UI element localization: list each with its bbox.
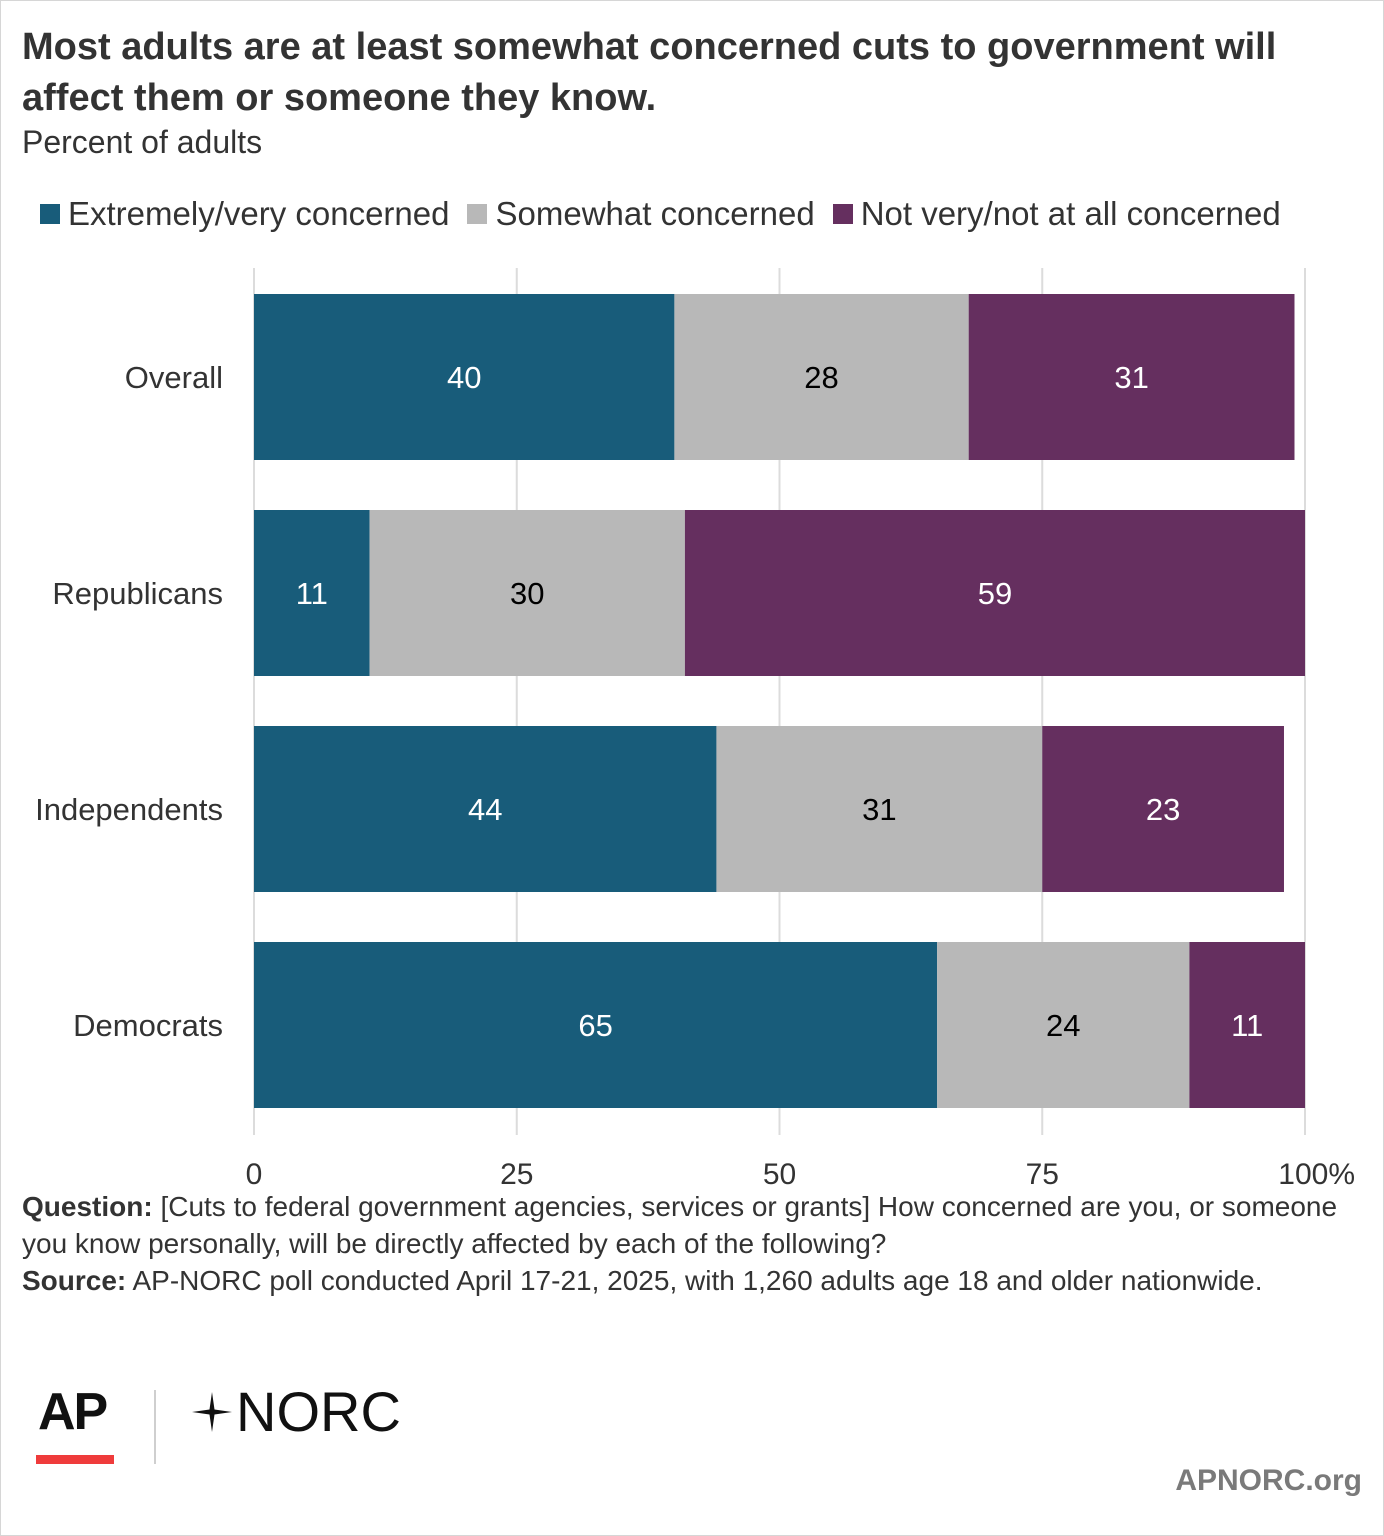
- data-label: 31: [862, 792, 896, 827]
- data-label: 11: [296, 576, 328, 611]
- chart-notes: Question: [Cuts to federal government ag…: [22, 1188, 1352, 1299]
- norc-logo: NORC: [190, 1384, 401, 1440]
- norc-logo-text: NORC: [236, 1380, 401, 1443]
- logo-divider: [154, 1390, 156, 1464]
- legend-label: Extremely/very concerned: [68, 195, 450, 232]
- data-label: 30: [510, 576, 544, 611]
- data-label: 40: [447, 360, 481, 395]
- x-tick-label: 100%: [1278, 1158, 1355, 1191]
- data-label: 23: [1146, 792, 1180, 827]
- ap-logo: AP: [38, 1383, 108, 1441]
- site-url: APNORC.org: [1175, 1464, 1362, 1497]
- x-tick-label: 0: [246, 1158, 263, 1191]
- bar-segment: [254, 726, 717, 892]
- data-label: 59: [978, 576, 1012, 611]
- chart-title: Most adults are at least somewhat concer…: [22, 26, 1277, 119]
- legend-item-somewhat: Somewhat concerned: [467, 195, 815, 233]
- category-label: Overall: [125, 360, 223, 395]
- chart-legend: Extremely/very concerned Somewhat concer…: [40, 195, 1281, 233]
- legend-item-not-very: Not very/not at all concerned: [832, 195, 1281, 233]
- data-label: 31: [1114, 360, 1148, 395]
- category-label: Republicans: [52, 576, 223, 611]
- data-label: 24: [1046, 1008, 1080, 1043]
- source-label: Source:: [22, 1265, 127, 1296]
- bar-segment: [254, 294, 675, 460]
- bar-segment: [937, 942, 1190, 1108]
- data-label: 44: [468, 792, 502, 827]
- bar-segment: [1042, 726, 1284, 892]
- category-label: Independents: [35, 792, 223, 827]
- data-label: 65: [578, 1008, 612, 1043]
- bar-segment: [254, 510, 370, 676]
- x-tick-label: 50: [763, 1158, 796, 1191]
- question-text: [Cuts to federal government agencies, se…: [22, 1191, 1338, 1259]
- stacked-bar-chart: 40 28 31 Overall 11 30 59 Republicans 44 31 23 Inde…: [35, 268, 1355, 1191]
- question-label: Question:: [22, 1191, 153, 1222]
- legend-swatch: [832, 204, 853, 224]
- legend-swatch: [40, 204, 60, 224]
- data-label: 11: [1231, 1008, 1263, 1043]
- legend-label: Not very/not at all concerned: [860, 195, 1281, 232]
- norc-star-icon: [192, 1392, 232, 1432]
- x-tick-label: 25: [500, 1158, 533, 1191]
- bar-segment: [684, 510, 1305, 676]
- bar-segment: [1189, 942, 1305, 1108]
- bar-segment: [674, 294, 969, 460]
- data-label: 28: [804, 360, 838, 395]
- question-note: Question: [Cuts to federal government ag…: [22, 1188, 1352, 1262]
- source-text: AP-NORC poll conducted April 17-21, 2025…: [132, 1265, 1263, 1296]
- category-label: Democrats: [73, 1008, 223, 1043]
- source-note: Source: AP-NORC poll conducted April 17-…: [22, 1262, 1352, 1299]
- legend-label: Somewhat concerned: [495, 195, 815, 232]
- legend-item-extremely-very: Extremely/very concerned: [40, 195, 449, 233]
- x-tick-label: 75: [1026, 1158, 1059, 1191]
- ap-logo-underline: [36, 1455, 114, 1464]
- chart-subtitle: Percent of adults: [22, 124, 263, 160]
- bar-segment: [254, 942, 938, 1108]
- bar-segment: [968, 294, 1295, 460]
- bar-segment: [716, 726, 1043, 892]
- bar-segment: [369, 510, 685, 676]
- legend-swatch: [467, 204, 488, 224]
